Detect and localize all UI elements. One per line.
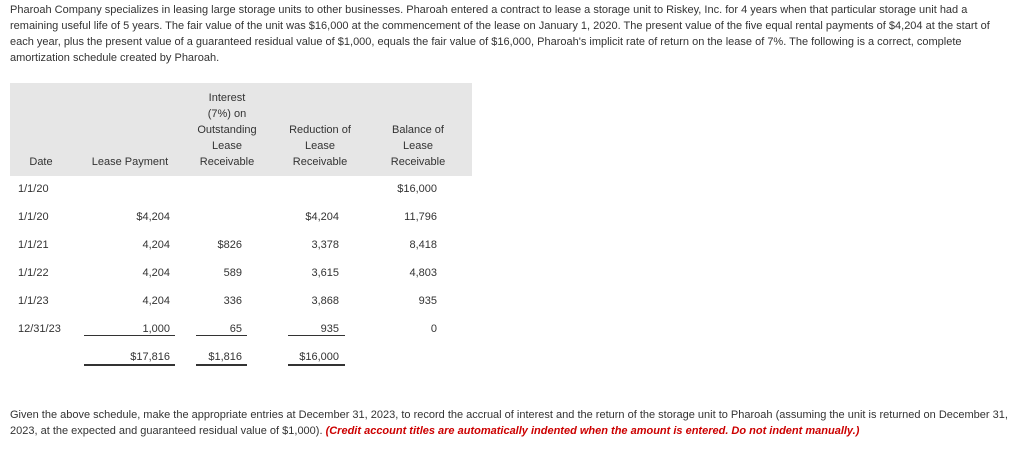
column-header: Lease [403,140,433,152]
amount-cell: 4,204 [142,239,170,251]
column-header: Lease [305,140,335,152]
column-header: Interest [208,92,246,104]
column-header: Date [29,156,53,168]
amount-cell: 11,796 [404,211,437,223]
amount-cell: $4,204 [136,211,170,223]
amount-cell: 8,418 [409,239,437,251]
column-header: Balance of [392,124,444,136]
intro: Pharoah Company specializes in leasing l… [10,4,990,64]
single-underline [288,335,345,336]
double-underline [84,364,175,366]
table-header-bg [10,83,472,176]
single-underline [196,335,247,336]
amount-cell: $17,816 [130,351,170,363]
amount-cell: $1,816 [208,351,242,363]
column-header: (7%) on [207,108,247,120]
amount-cell: 1,000 [142,323,170,335]
amount-cell: 0 [430,323,437,335]
amount-cell: 935 [418,295,437,307]
date-cell: 1/1/20 [18,183,49,195]
amount-cell: $826 [217,239,242,251]
date-cell: 1/1/20 [18,211,49,223]
date-cell: 12/31/23 [18,323,61,335]
amount-cell: 65 [229,323,242,335]
column-header: Receivable [199,156,255,168]
amount-cell: $16,000 [397,183,437,195]
amount-cell: 4,204 [142,267,170,279]
single-underline [84,335,175,336]
amount-cell: $16,000 [299,351,339,363]
column-header: Receivable [390,156,446,168]
date-cell: 1/1/23 [18,295,49,307]
instructions-text: Given the above schedule, make the appro… [10,409,1008,437]
amount-cell: 3,378 [311,239,339,251]
instructions-note: (Credit account titles are automatically… [325,425,860,437]
column-header: Outstanding [197,124,257,136]
amount-cell: 935 [320,323,339,335]
column-header: Lease [212,140,242,152]
amount-cell: 336 [223,295,242,307]
amount-cell: 4,803 [409,267,437,279]
double-underline [196,364,247,366]
column-header: Receivable [292,156,348,168]
amount-cell: 3,868 [311,295,339,307]
double-underline [288,364,345,366]
column-header: Reduction of [289,124,351,136]
amount-cell: $4,204 [305,211,339,223]
amount-cell: 3,615 [311,267,339,279]
amount-cell: 589 [223,267,242,279]
date-cell: 1/1/22 [18,267,49,279]
instructions: Given the above schedule, make the appro… [10,407,1010,439]
date-cell: 1/1/21 [18,239,49,251]
amount-cell: 4,204 [142,295,170,307]
column-header: Lease Payment [91,156,169,168]
